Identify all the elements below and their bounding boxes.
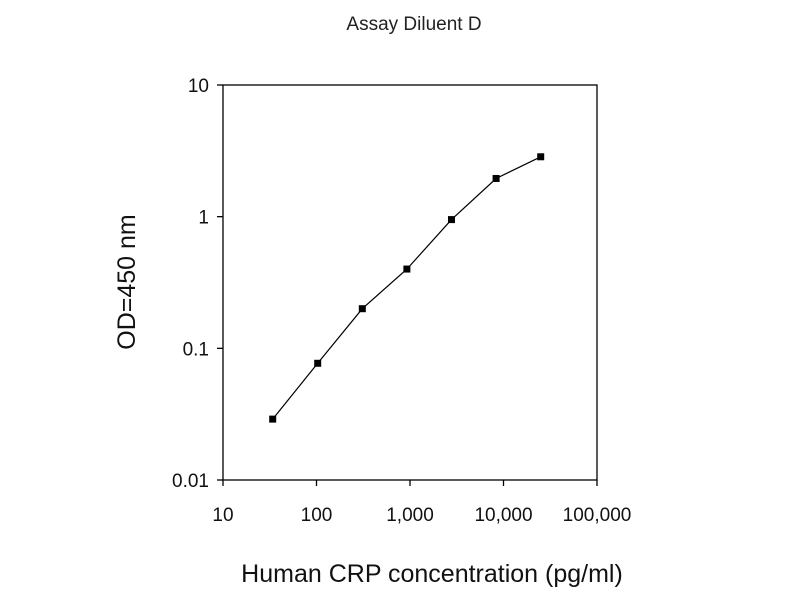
y-tick-label: 0.1	[183, 339, 209, 360]
x-tick-label: 1,000	[386, 505, 434, 526]
x-axis-label: Human CRP concentration (pg/ml)	[241, 560, 623, 588]
x-tick-label: 10	[212, 505, 233, 526]
data-point	[492, 174, 500, 182]
data-point	[403, 265, 411, 273]
data-point	[537, 153, 545, 161]
data-point	[358, 305, 366, 313]
data-point	[314, 359, 322, 367]
y-tick-label: 10	[188, 76, 209, 97]
x-axis-ticks: 10 100 1,000 10,000 100,000	[212, 480, 631, 526]
data-point	[269, 415, 277, 423]
data-series	[269, 153, 545, 423]
x-tick-label: 10,000	[474, 505, 532, 526]
x-tick-label: 100	[301, 505, 333, 526]
x-tick-label: 100,000	[563, 505, 632, 526]
y-axis-label: OD=450 nm	[113, 214, 141, 350]
y-tick-label: 0.01	[172, 471, 209, 492]
data-point	[447, 216, 455, 224]
series-line	[272, 156, 541, 420]
y-tick-label: 1	[198, 208, 209, 229]
y-axis-ticks: 0.01 0.1 1 10	[172, 76, 223, 492]
plot-area-frame	[222, 84, 598, 481]
chart-title: Assay Diluent D	[346, 14, 481, 35]
